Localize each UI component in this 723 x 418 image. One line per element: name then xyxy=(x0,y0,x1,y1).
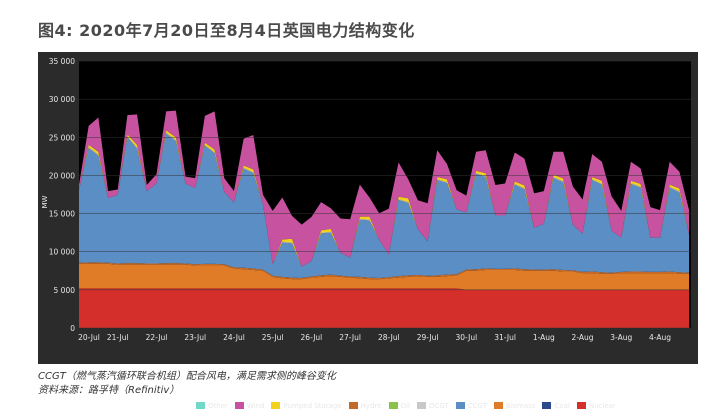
x-tick-label: 31-Jul xyxy=(494,333,516,342)
legend-label: Hydro xyxy=(360,401,382,410)
x-tick-label: 1-Aug xyxy=(533,333,555,342)
legend-label: Pumped Storage xyxy=(283,401,342,410)
y-axis-label: MW xyxy=(41,195,49,208)
x-tick-label: 27-Jul xyxy=(339,333,361,342)
area-chart: 0 5 000 10 000 15 000 20 000 25 000 30 000 35 0… xyxy=(41,57,691,342)
legend-swatch xyxy=(348,402,358,409)
caption-source: 资料来源：路孚特（Refinitiv） xyxy=(38,384,180,396)
legend-swatch xyxy=(271,402,281,409)
legend-swatch xyxy=(494,402,504,409)
legend-label: Coal xyxy=(554,401,570,410)
legend-item-nuclear: Nuclear xyxy=(576,401,616,410)
legend-swatch xyxy=(455,402,465,409)
x-tick-label: 20-Jul xyxy=(78,333,100,342)
area-biomass xyxy=(79,263,690,290)
legend: Other Wind Pumped Storage Hydro Oil OCGT CCGT B… xyxy=(196,399,616,412)
x-tick-label: 26-Jul xyxy=(301,333,323,342)
legend-swatch xyxy=(234,402,244,409)
area-hydro xyxy=(79,262,690,280)
series-areas xyxy=(79,110,690,328)
legend-item-oil: Oil xyxy=(388,401,410,410)
x-tick-label: 28-Jul xyxy=(378,333,400,342)
legend-swatch xyxy=(416,402,426,409)
legend-label: Wind xyxy=(246,401,265,410)
legend-swatch xyxy=(388,402,398,409)
x-tick-label: 3-Aug xyxy=(610,333,632,342)
legend-item-other: Other xyxy=(196,402,228,410)
y-axis: 0 5 000 10 000 15 000 20 000 25 000 30 000 35 0… xyxy=(49,57,691,333)
area-pumped-storage xyxy=(79,130,690,267)
legend-item-pumped-storage: Pumped Storage xyxy=(271,401,342,410)
x-tick-label: 22-Jul xyxy=(146,333,168,342)
x-tick-label: 21-Jul xyxy=(107,333,129,342)
legend-item-biomass: Biomass xyxy=(494,402,535,410)
legend-item-wind: Wind xyxy=(234,401,265,410)
caption-note: CCGT（燃气蒸汽循环联合机组）配合风电，满足需求侧的峰谷变化 xyxy=(38,371,336,382)
y-tick-label: 35 000 xyxy=(49,57,75,66)
area-nuclear xyxy=(79,288,690,328)
area-ccgt xyxy=(79,133,690,279)
y-tick-label: 10 000 xyxy=(49,248,75,257)
legend-label: Biomass xyxy=(506,401,536,410)
caption: CCGT（燃气蒸汽循环联合机组）配合风电，满足需求侧的峰谷变化 资料来源：路孚特… xyxy=(38,370,336,397)
legend-item-ccgt: CCGT xyxy=(455,401,488,410)
x-tick-label: 24-Jul xyxy=(223,333,245,342)
legend-item-ocgt: OCGT xyxy=(416,401,449,410)
x-tick-label: 30-Jul xyxy=(455,333,477,342)
y-tick-label: 15 000 xyxy=(49,210,75,219)
y-tick-label: 20 000 xyxy=(49,171,75,180)
chart-title: 图4: 2020年7月20日至8月4日英国电力结构变化 xyxy=(38,21,415,40)
x-tick-label: 2-Aug xyxy=(572,333,594,342)
legend-label: CCGT xyxy=(467,401,488,410)
chart-frame: 0 5 000 10 000 15 000 20 000 25 000 30 000 35 0… xyxy=(38,52,698,410)
y-tick-label: 30 000 xyxy=(49,95,75,104)
x-tick-label: 29-Jul xyxy=(417,333,439,342)
legend-swatch xyxy=(542,402,552,409)
area-wind xyxy=(79,110,690,267)
x-axis: 20-Jul 21-Jul 22-Jul 23-Jul 24-Jul 25-Jul 26-J… xyxy=(78,333,671,342)
x-tick-label: 23-Jul xyxy=(184,333,206,342)
legend-item-coal: Coal xyxy=(542,401,570,410)
legend-label: Nuclear xyxy=(588,401,616,410)
legend-label: Oil xyxy=(400,401,410,410)
y-tick-label: 25 000 xyxy=(49,133,75,142)
legend-swatch xyxy=(196,402,205,409)
legend-label: Other xyxy=(208,401,228,410)
legend-item-hydro: Hydro xyxy=(348,401,382,410)
legend-label: OCGT xyxy=(428,401,449,410)
y-tick-label: 5 000 xyxy=(54,286,76,295)
x-tick-label: 4-Aug xyxy=(649,333,671,342)
x-tick-label: 25-Jul xyxy=(262,333,284,342)
y-tick-label: 0 xyxy=(70,324,75,333)
legend-swatch xyxy=(576,402,586,409)
